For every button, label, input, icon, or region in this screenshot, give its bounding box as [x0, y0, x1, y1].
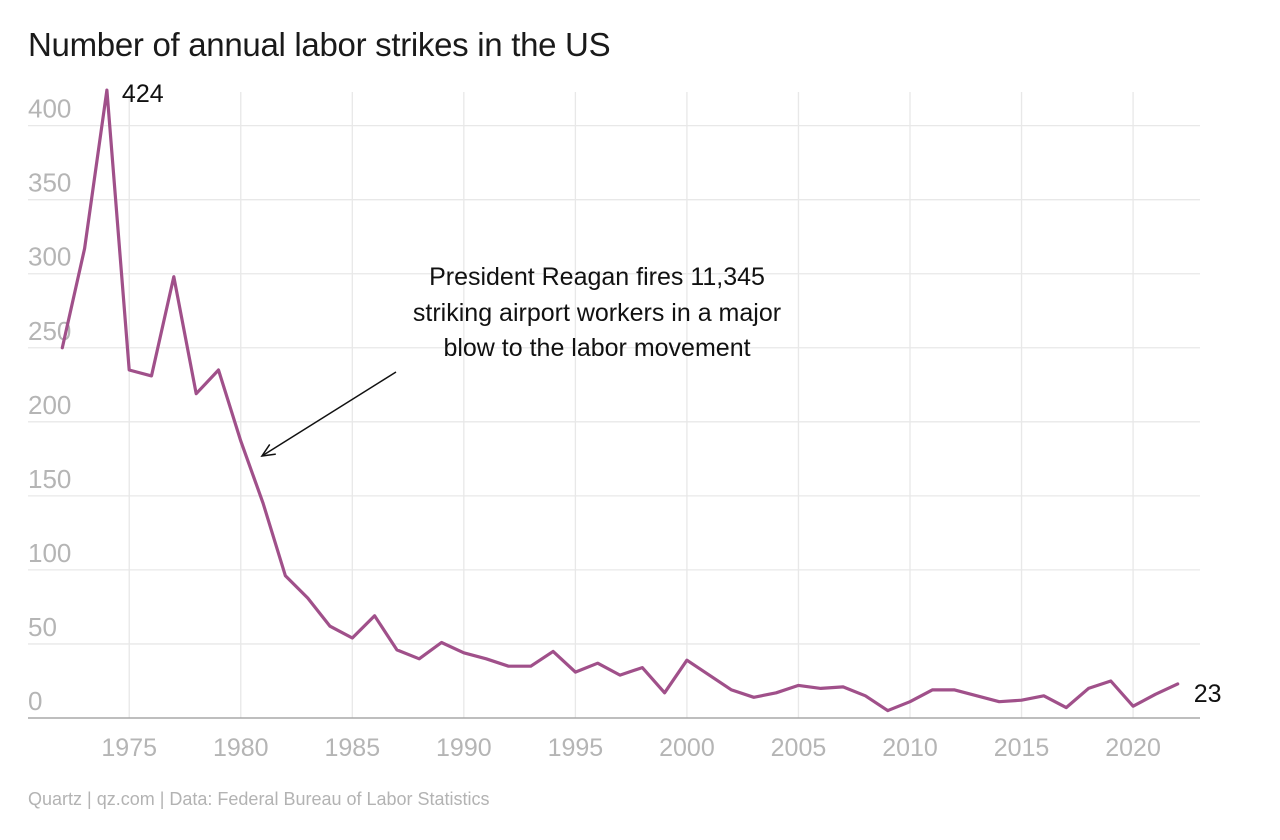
x-tick-label: 1975	[101, 734, 157, 762]
last-value-label: 23	[1194, 680, 1222, 708]
x-tick-label: 1980	[213, 734, 269, 762]
y-tick-label: 50	[28, 612, 57, 642]
x-tick-label: 2020	[1105, 734, 1161, 762]
annotation-line-3: blow to the labor movement	[443, 334, 750, 362]
x-tick-label: 2015	[994, 734, 1050, 762]
y-tick-label: 200	[28, 390, 71, 420]
chart-title: Number of annual labor strikes in the US	[28, 26, 611, 63]
annotation-line-2: striking airport workers in a major	[413, 299, 781, 327]
y-tick-label: 100	[28, 538, 71, 568]
y-tick-label: 0	[28, 686, 42, 716]
y-tick-label: 300	[28, 242, 71, 272]
x-tick-label: 2000	[659, 734, 715, 762]
x-tick-labels: 1975 1980 1985 1990 1995 2000 2005 2010 2015 2020	[101, 734, 1160, 762]
y-tick-label: 150	[28, 464, 71, 494]
annotation-arrow	[261, 371, 397, 457]
series-line	[60, 88, 1180, 713]
x-tick-label: 1985	[324, 734, 380, 762]
source-credit: Quartz | qz.com | Data: Federal Bureau o…	[28, 789, 490, 809]
peak-value-label: 424	[122, 80, 164, 108]
annotation-arrowhead	[260, 443, 276, 458]
data-points	[62, 89, 1178, 711]
vertical-gridlines	[128, 92, 1134, 718]
x-tick-label: 2005	[771, 734, 827, 762]
annotation: President Reagan fires 11,345 striking a…	[260, 263, 781, 458]
horizontal-gridlines	[28, 124, 1200, 645]
x-tick-label: 1995	[548, 734, 604, 762]
x-tick-label: 2010	[882, 734, 938, 762]
y-tick-label: 400	[28, 94, 71, 124]
x-tick-label: 1990	[436, 734, 492, 762]
annotation-line-1: President Reagan fires 11,345	[429, 263, 765, 291]
y-tick-label: 350	[28, 168, 71, 198]
